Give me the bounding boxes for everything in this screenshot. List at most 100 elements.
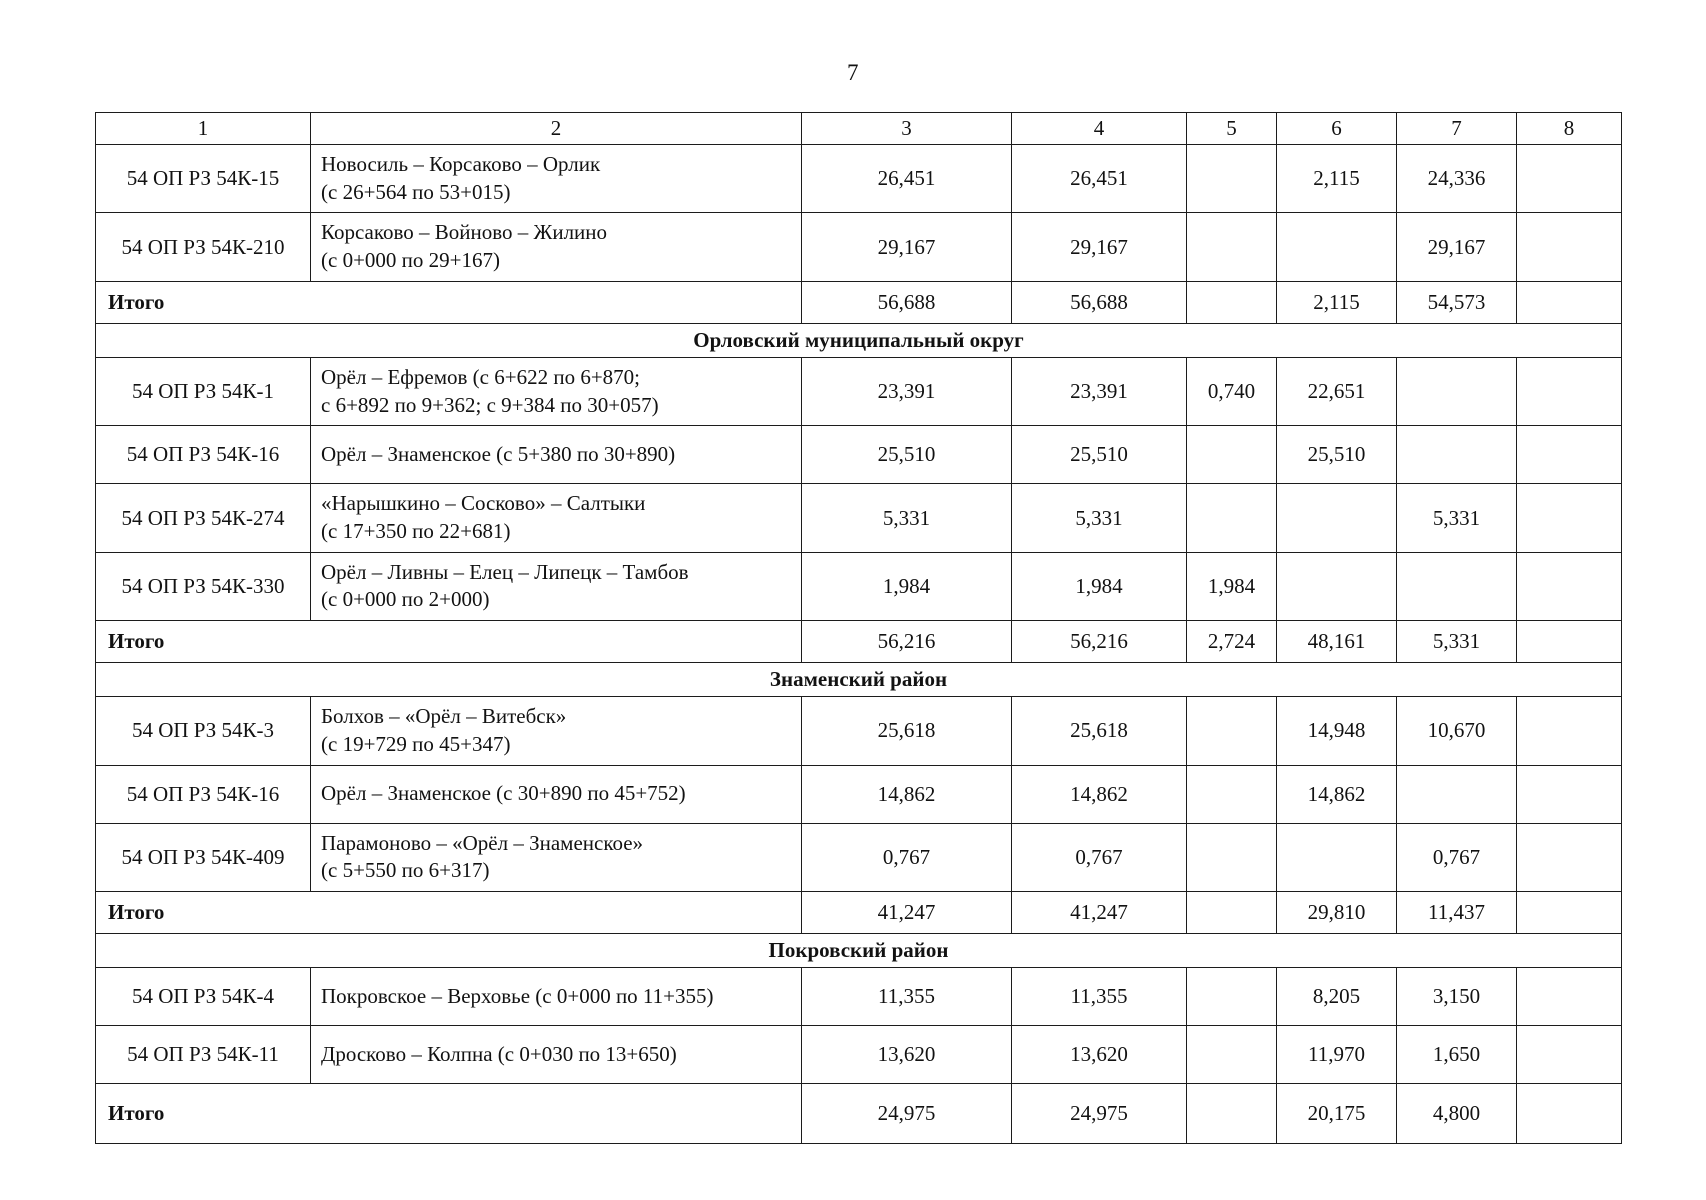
road-id: 54 ОП РЗ 54К-4: [95, 967, 311, 1027]
road-id: 54 ОП РЗ 54К-274: [95, 483, 311, 553]
total-value-col-6: 20,175: [1276, 1083, 1397, 1145]
total-value-col-6: 48,161: [1276, 620, 1397, 664]
section-header-label: Орловский муниципальный округ: [95, 322, 1622, 358]
road-row: 54 ОП РЗ 54К-16 Орёл – Знаменское (с 5+38…: [95, 425, 1622, 485]
total-row-label: Итого: [95, 891, 802, 935]
total-value-col-7: 5,331: [1396, 620, 1517, 664]
road-value-col-3: 23,391: [801, 356, 1012, 427]
road-name: Покровское – Верховье (с 0+000 по 11+355…: [310, 967, 802, 1027]
road-value-col-6: [1276, 212, 1397, 282]
road-value-col-5: [1186, 967, 1277, 1027]
road-value-col-6: 8,205: [1276, 967, 1397, 1027]
section-header-row: Покровский район: [95, 933, 1622, 969]
road-value-col-6: 22,651: [1276, 356, 1397, 427]
column-number-5: 5: [1186, 112, 1277, 145]
road-name: Орёл – Ефремов (с 6+622 по 6+870; с 6+89…: [310, 356, 802, 427]
road-value-col-8: [1516, 425, 1622, 485]
road-name: Орёл – Ливны – Елец – Липецк – Тамбов (с…: [310, 551, 802, 622]
road-value-col-6: [1276, 551, 1397, 622]
total-value-col-3: 24,975: [801, 1083, 1012, 1145]
road-value-col-8: [1516, 483, 1622, 553]
column-number-8: 8: [1516, 112, 1622, 145]
total-value-col-5: [1186, 891, 1277, 935]
column-number-4: 4: [1011, 112, 1187, 145]
total-row: Итого 41,247 41,247 29,810 11,437: [95, 891, 1622, 935]
total-value-col-7: 11,437: [1396, 891, 1517, 935]
road-value-col-7: 0,767: [1396, 822, 1517, 893]
total-value-col-6: 29,810: [1276, 891, 1397, 935]
road-name: Болхов – «Орёл – Витебск» (с 19+729 по 4…: [310, 696, 802, 766]
road-value-col-7: 24,336: [1396, 143, 1517, 214]
road-row: 54 ОП РЗ 54К-4 Покровское – Верховье (с 0…: [95, 967, 1622, 1027]
road-value-col-4: 14,862: [1011, 764, 1187, 824]
total-value-col-4: 56,216: [1011, 620, 1187, 664]
road-value-col-7: 10,670: [1396, 696, 1517, 766]
road-value-col-8: [1516, 356, 1622, 427]
road-id: 54 ОП РЗ 54К-16: [95, 425, 311, 485]
road-value-col-6: 25,510: [1276, 425, 1397, 485]
road-value-col-5: [1186, 143, 1277, 214]
road-row: 54 ОП РЗ 54К-330 Орёл – Ливны – Елец – Ли…: [95, 551, 1622, 622]
column-number-7: 7: [1396, 112, 1517, 145]
road-value-col-7: 29,167: [1396, 212, 1517, 282]
road-value-col-6: 14,862: [1276, 764, 1397, 824]
road-value-col-5: 0,740: [1186, 356, 1277, 427]
road-row: 54 ОП РЗ 54К-15 Новосиль – Корсаково – Ор…: [95, 143, 1622, 214]
road-value-col-4: 23,391: [1011, 356, 1187, 427]
road-value-col-4: 11,355: [1011, 967, 1187, 1027]
total-value-col-3: 41,247: [801, 891, 1012, 935]
road-id: 54 ОП РЗ 54К-330: [95, 551, 311, 622]
total-value-col-8: [1516, 620, 1622, 664]
road-value-col-3: 5,331: [801, 483, 1012, 553]
road-name: Орёл – Знаменское (с 5+380 по 30+890): [310, 425, 802, 485]
total-value-col-3: 56,216: [801, 620, 1012, 664]
road-value-col-3: 26,451: [801, 143, 1012, 214]
road-value-col-3: 11,355: [801, 967, 1012, 1027]
road-value-col-5: [1186, 483, 1277, 553]
road-row: 54 ОП РЗ 54К-1 Орёл – Ефремов (с 6+622 по…: [95, 356, 1622, 427]
total-row-label: Итого: [95, 1083, 802, 1145]
road-value-col-6: [1276, 483, 1397, 553]
road-row: 54 ОП РЗ 54К-210 Корсаково – Войново – Жи…: [95, 212, 1622, 282]
road-value-col-3: 25,618: [801, 696, 1012, 766]
total-value-col-7: 4,800: [1396, 1083, 1517, 1145]
road-value-col-5: [1186, 764, 1277, 824]
road-value-col-5: [1186, 212, 1277, 282]
road-value-col-7: 5,331: [1396, 483, 1517, 553]
road-value-col-8: [1516, 967, 1622, 1027]
road-value-col-4: 0,767: [1011, 822, 1187, 893]
road-value-col-6: 14,948: [1276, 696, 1397, 766]
road-name: Новосиль – Корсаково – Орлик (с 26+564 п…: [310, 143, 802, 214]
road-value-col-8: [1516, 696, 1622, 766]
road-value-col-5: [1186, 1025, 1277, 1085]
column-number-3: 3: [801, 112, 1012, 145]
page-number: 7: [847, 60, 859, 85]
road-name: Парамоново – «Орёл – Знаменское» (с 5+55…: [310, 822, 802, 893]
road-value-col-7: 1,650: [1396, 1025, 1517, 1085]
road-row: 54 ОП РЗ 54К-274 «Нарышкино – Сосково» – …: [95, 483, 1622, 553]
road-value-col-7: [1396, 356, 1517, 427]
road-value-col-4: 5,331: [1011, 483, 1187, 553]
column-number-6: 6: [1276, 112, 1397, 145]
road-value-col-7: [1396, 425, 1517, 485]
road-id: 54 ОП РЗ 54К-409: [95, 822, 311, 893]
road-value-col-8: [1516, 551, 1622, 622]
total-value-col-8: [1516, 891, 1622, 935]
road-value-col-4: 25,618: [1011, 696, 1187, 766]
section-header-label: Покровский район: [95, 933, 1622, 969]
road-value-col-3: 1,984: [801, 551, 1012, 622]
column-number-1: 1: [95, 112, 311, 145]
road-value-col-4: 1,984: [1011, 551, 1187, 622]
road-id: 54 ОП РЗ 54К-15: [95, 143, 311, 214]
road-value-col-4: 29,167: [1011, 212, 1187, 282]
road-value-col-6: 2,115: [1276, 143, 1397, 214]
road-value-col-7: [1396, 551, 1517, 622]
total-row: Итого 56,688 56,688 2,115 54,573: [95, 280, 1622, 324]
road-row: 54 ОП РЗ 54К-11 Дросково – Колпна (с 0+03…: [95, 1025, 1622, 1085]
road-value-col-5: 1,984: [1186, 551, 1277, 622]
road-value-col-8: [1516, 143, 1622, 214]
total-value-col-5: [1186, 1083, 1277, 1145]
